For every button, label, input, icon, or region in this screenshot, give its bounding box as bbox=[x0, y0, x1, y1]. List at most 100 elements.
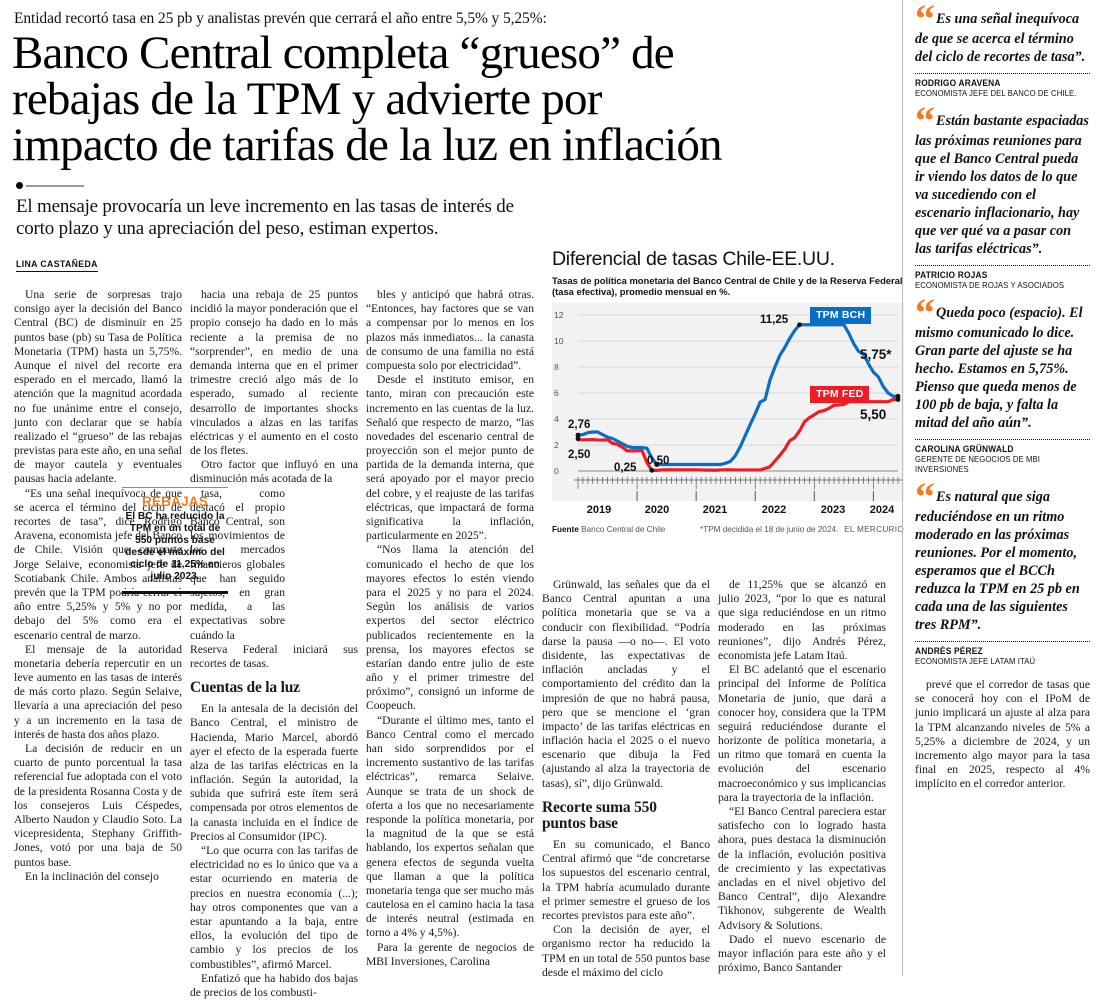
quote-block: “Es natural que siga reduciéndose en un … bbox=[915, 474, 1090, 666]
paragraph: “Lo que ocurra con las tarifas de electr… bbox=[190, 844, 358, 971]
chart-x-axis: 2019 2020 2021 2022 2023 2024 bbox=[552, 501, 904, 523]
quote-author-role: ECONOMISTA JEFE DEL BANCO DE CHILE. bbox=[915, 88, 1077, 98]
paragraph: En la antesala de la decisión del Banco … bbox=[190, 702, 358, 843]
paragraph: “Es una señal inequívoca de que se acerc… bbox=[14, 486, 182, 642]
chart-credit: EL MERCURIO bbox=[844, 524, 904, 534]
data-label-575: 5,75* bbox=[860, 346, 892, 362]
article-standfirst: El mensaje provocaría un leve incremento… bbox=[16, 196, 514, 240]
quote-author-name: ANDRÉS PÉREZ bbox=[915, 646, 983, 656]
y-tick-10: 10 bbox=[554, 335, 564, 346]
quote-text: Están bastante espaciadas las próximas r… bbox=[915, 113, 1089, 257]
quotes-rail: “Es una señal inequívoca de que se acerc… bbox=[902, 0, 1100, 976]
paragraph: Dado el nuevo escenario de mayor inflaci… bbox=[718, 932, 886, 975]
quote-author-name: PATRICIO ROJAS bbox=[915, 270, 988, 280]
data-label-550: 5,50 bbox=[860, 406, 887, 422]
legend-tpm-bch: TPM BCH bbox=[810, 306, 872, 324]
promo-title: REBAJAS bbox=[142, 494, 208, 509]
paragraph: prevé que el corredor de tasas que se co… bbox=[915, 678, 1090, 791]
y-tick-0: 0 bbox=[554, 465, 559, 476]
quote-author-role: ECONOMISTA JEFE LATAM ITAÚ bbox=[915, 656, 1036, 666]
byline: LINA CASTAÑEDA bbox=[16, 259, 98, 273]
x-tick-2024: 2024 bbox=[869, 503, 895, 516]
quote-author-name: CAROLINA GRÜNWALD bbox=[915, 444, 1014, 454]
data-label-276: 2,76 bbox=[568, 418, 591, 431]
article-kicker: Entidad recortó tasa en 25 pb y analista… bbox=[14, 10, 547, 27]
paragraph: La decisión de reducir en un cuarto de p… bbox=[14, 742, 182, 869]
legend-tpm-fed: TPM FED bbox=[810, 385, 870, 403]
column-4: Grünwald, las señales que da el Banco Ce… bbox=[542, 578, 710, 980]
bullet-dot bbox=[16, 182, 23, 190]
subhead-line-1: Recorte suma 550 bbox=[542, 798, 657, 816]
quote-text: Es una señal inequívoca de que se acerca… bbox=[915, 11, 1086, 65]
article-main: Entidad recortó tasa en 25 pb y analista… bbox=[12, 10, 892, 273]
paragraph: “El Banco Central pareciera estar satisf… bbox=[718, 805, 886, 932]
paragraph: Para la gerente de negocios de MBI Inver… bbox=[366, 940, 534, 968]
chart-subtitle: Tasas de política monetaria del Banco Ce… bbox=[552, 275, 903, 298]
quote-divider bbox=[915, 265, 1090, 266]
data-label-1125: 11,25 bbox=[760, 313, 789, 326]
quote-block: “Es una señal inequívoca de que se acerc… bbox=[915, 0, 1090, 98]
quote-block: “Están bastante espaciadas las próximas … bbox=[915, 98, 1090, 290]
chart-source-label: Fuente bbox=[552, 524, 579, 534]
y-tick-2: 2 bbox=[554, 439, 559, 450]
quote-mark-icon: “ bbox=[915, 474, 935, 519]
quote-author-name: RODRIGO ARAVENA bbox=[915, 78, 1001, 88]
x-tick-2022: 2022 bbox=[761, 503, 787, 516]
quote-text: Queda poco (espacio). El mismo comunicad… bbox=[915, 305, 1083, 431]
x-tick-2021: 2021 bbox=[702, 503, 728, 516]
chart-source: Fuente Banco Central de Chile bbox=[552, 525, 665, 534]
column-3: bles y anticipó que habrá otras. “Entonc… bbox=[366, 288, 534, 969]
paragraph: de 11,25% que se alcanzó en julio 2023, … bbox=[718, 578, 886, 662]
quote-block: “Queda poco (espacio). El mismo comunica… bbox=[915, 290, 1090, 474]
paragraph: Grünwald, las señales que da el Banco Ce… bbox=[542, 578, 710, 790]
column-5: de 11,25% que se alcanzó en julio 2023, … bbox=[718, 578, 886, 975]
chart-title: Diferencial de tasas Chile-EE.UU. bbox=[552, 248, 835, 270]
promo-box-rebajas: REBAJAS El BC ha reducido la TPM en un t… bbox=[122, 487, 228, 595]
quote-text: Es natural que siga reduciéndose en un r… bbox=[915, 489, 1080, 633]
data-label-050: 0,50 bbox=[647, 454, 670, 467]
y-tick-6: 6 bbox=[554, 387, 559, 398]
x-tick-2019: 2019 bbox=[586, 503, 612, 516]
chart-footer: Fuente Banco Central de Chile *TPM decid… bbox=[552, 525, 904, 539]
y-tick-8: 8 bbox=[554, 361, 559, 372]
headline-line-2: rebajas de la TPM y advierte por bbox=[12, 73, 602, 126]
paragraph: bles y anticipó que habrá otras. “Entonc… bbox=[366, 288, 534, 372]
quote-mark-icon: “ bbox=[915, 290, 935, 335]
decorative-rule bbox=[16, 182, 892, 190]
quote-divider bbox=[915, 641, 1090, 642]
quote-author-role: ECONOMISTA DE ROJAS Y ASOCIADOS bbox=[915, 280, 1065, 290]
promo-text: El BC ha reducido la TPM en un total de … bbox=[125, 511, 225, 583]
column-2: hacia una rebaja de 25 puntos incidió la… bbox=[190, 288, 358, 1000]
article-columns: Una serie de sorpresas trajo consigo aye… bbox=[14, 288, 904, 999]
quote-author-role: GERENTE DE NEGOCIOS DE MBI INVERSIONES bbox=[915, 454, 1041, 474]
paragraph: Desde el instituto emisor, en tanto, mir… bbox=[366, 373, 534, 543]
paragraph: En su comunicado, el Banco Central afirm… bbox=[542, 838, 710, 922]
quote-divider bbox=[915, 73, 1090, 74]
subhead-line-2: puntos base bbox=[542, 814, 618, 832]
data-label-025: 0,25 bbox=[614, 461, 637, 474]
quote-mark-icon: “ bbox=[915, 0, 935, 41]
x-tick-2023: 2023 bbox=[820, 503, 846, 516]
paragraph: En la inclinación del consejo bbox=[25, 869, 159, 883]
headline-line-3: impacto de tarifas de la luz en inflació… bbox=[12, 119, 723, 172]
column-1: Una serie de sorpresas trajo consigo aye… bbox=[14, 288, 182, 884]
paragraph: El mensaje de la autoridad monetaria deb… bbox=[14, 642, 182, 741]
paragraph: Una serie de sorpresas trajo consigo aye… bbox=[14, 288, 182, 486]
data-label-250: 2,50 bbox=[568, 448, 591, 461]
section-subhead: Cuentas de la luz bbox=[190, 679, 300, 697]
rail-continuation-text: prevé que el corredor de tasas que se co… bbox=[915, 678, 1090, 792]
paragraph: El BC adelantó que el escenario principa… bbox=[718, 663, 886, 804]
y-tick-4: 4 bbox=[554, 413, 559, 424]
paragraph: Con la decisión de ayer, el organismo re… bbox=[542, 923, 710, 979]
chart-diferencial-tasas: Diferencial de tasas Chile-EE.UU. Tasas … bbox=[552, 248, 904, 536]
quote-mark-icon: “ bbox=[915, 98, 935, 143]
page-title: Banco Central completa “grueso” de rebaj… bbox=[12, 27, 892, 172]
headline-line-1: Banco Central completa “grueso” de bbox=[12, 27, 675, 80]
paragraph: Reserva Federal iniciará sus recortes de… bbox=[190, 642, 358, 670]
chart-source-value: Banco Central de Chile bbox=[581, 524, 666, 534]
chart-plot-area: 12 10 8 6 4 2 0 TPM BCH TPM FED 2,76 2,5… bbox=[552, 302, 904, 501]
chart-footnote: *TPM decidida el 18 de junio de 2024. bbox=[700, 524, 839, 534]
paragraph: “Nos llama la atención del comunicado el… bbox=[366, 543, 534, 713]
quote-divider bbox=[915, 439, 1090, 440]
x-tick-2020: 2020 bbox=[644, 503, 670, 516]
